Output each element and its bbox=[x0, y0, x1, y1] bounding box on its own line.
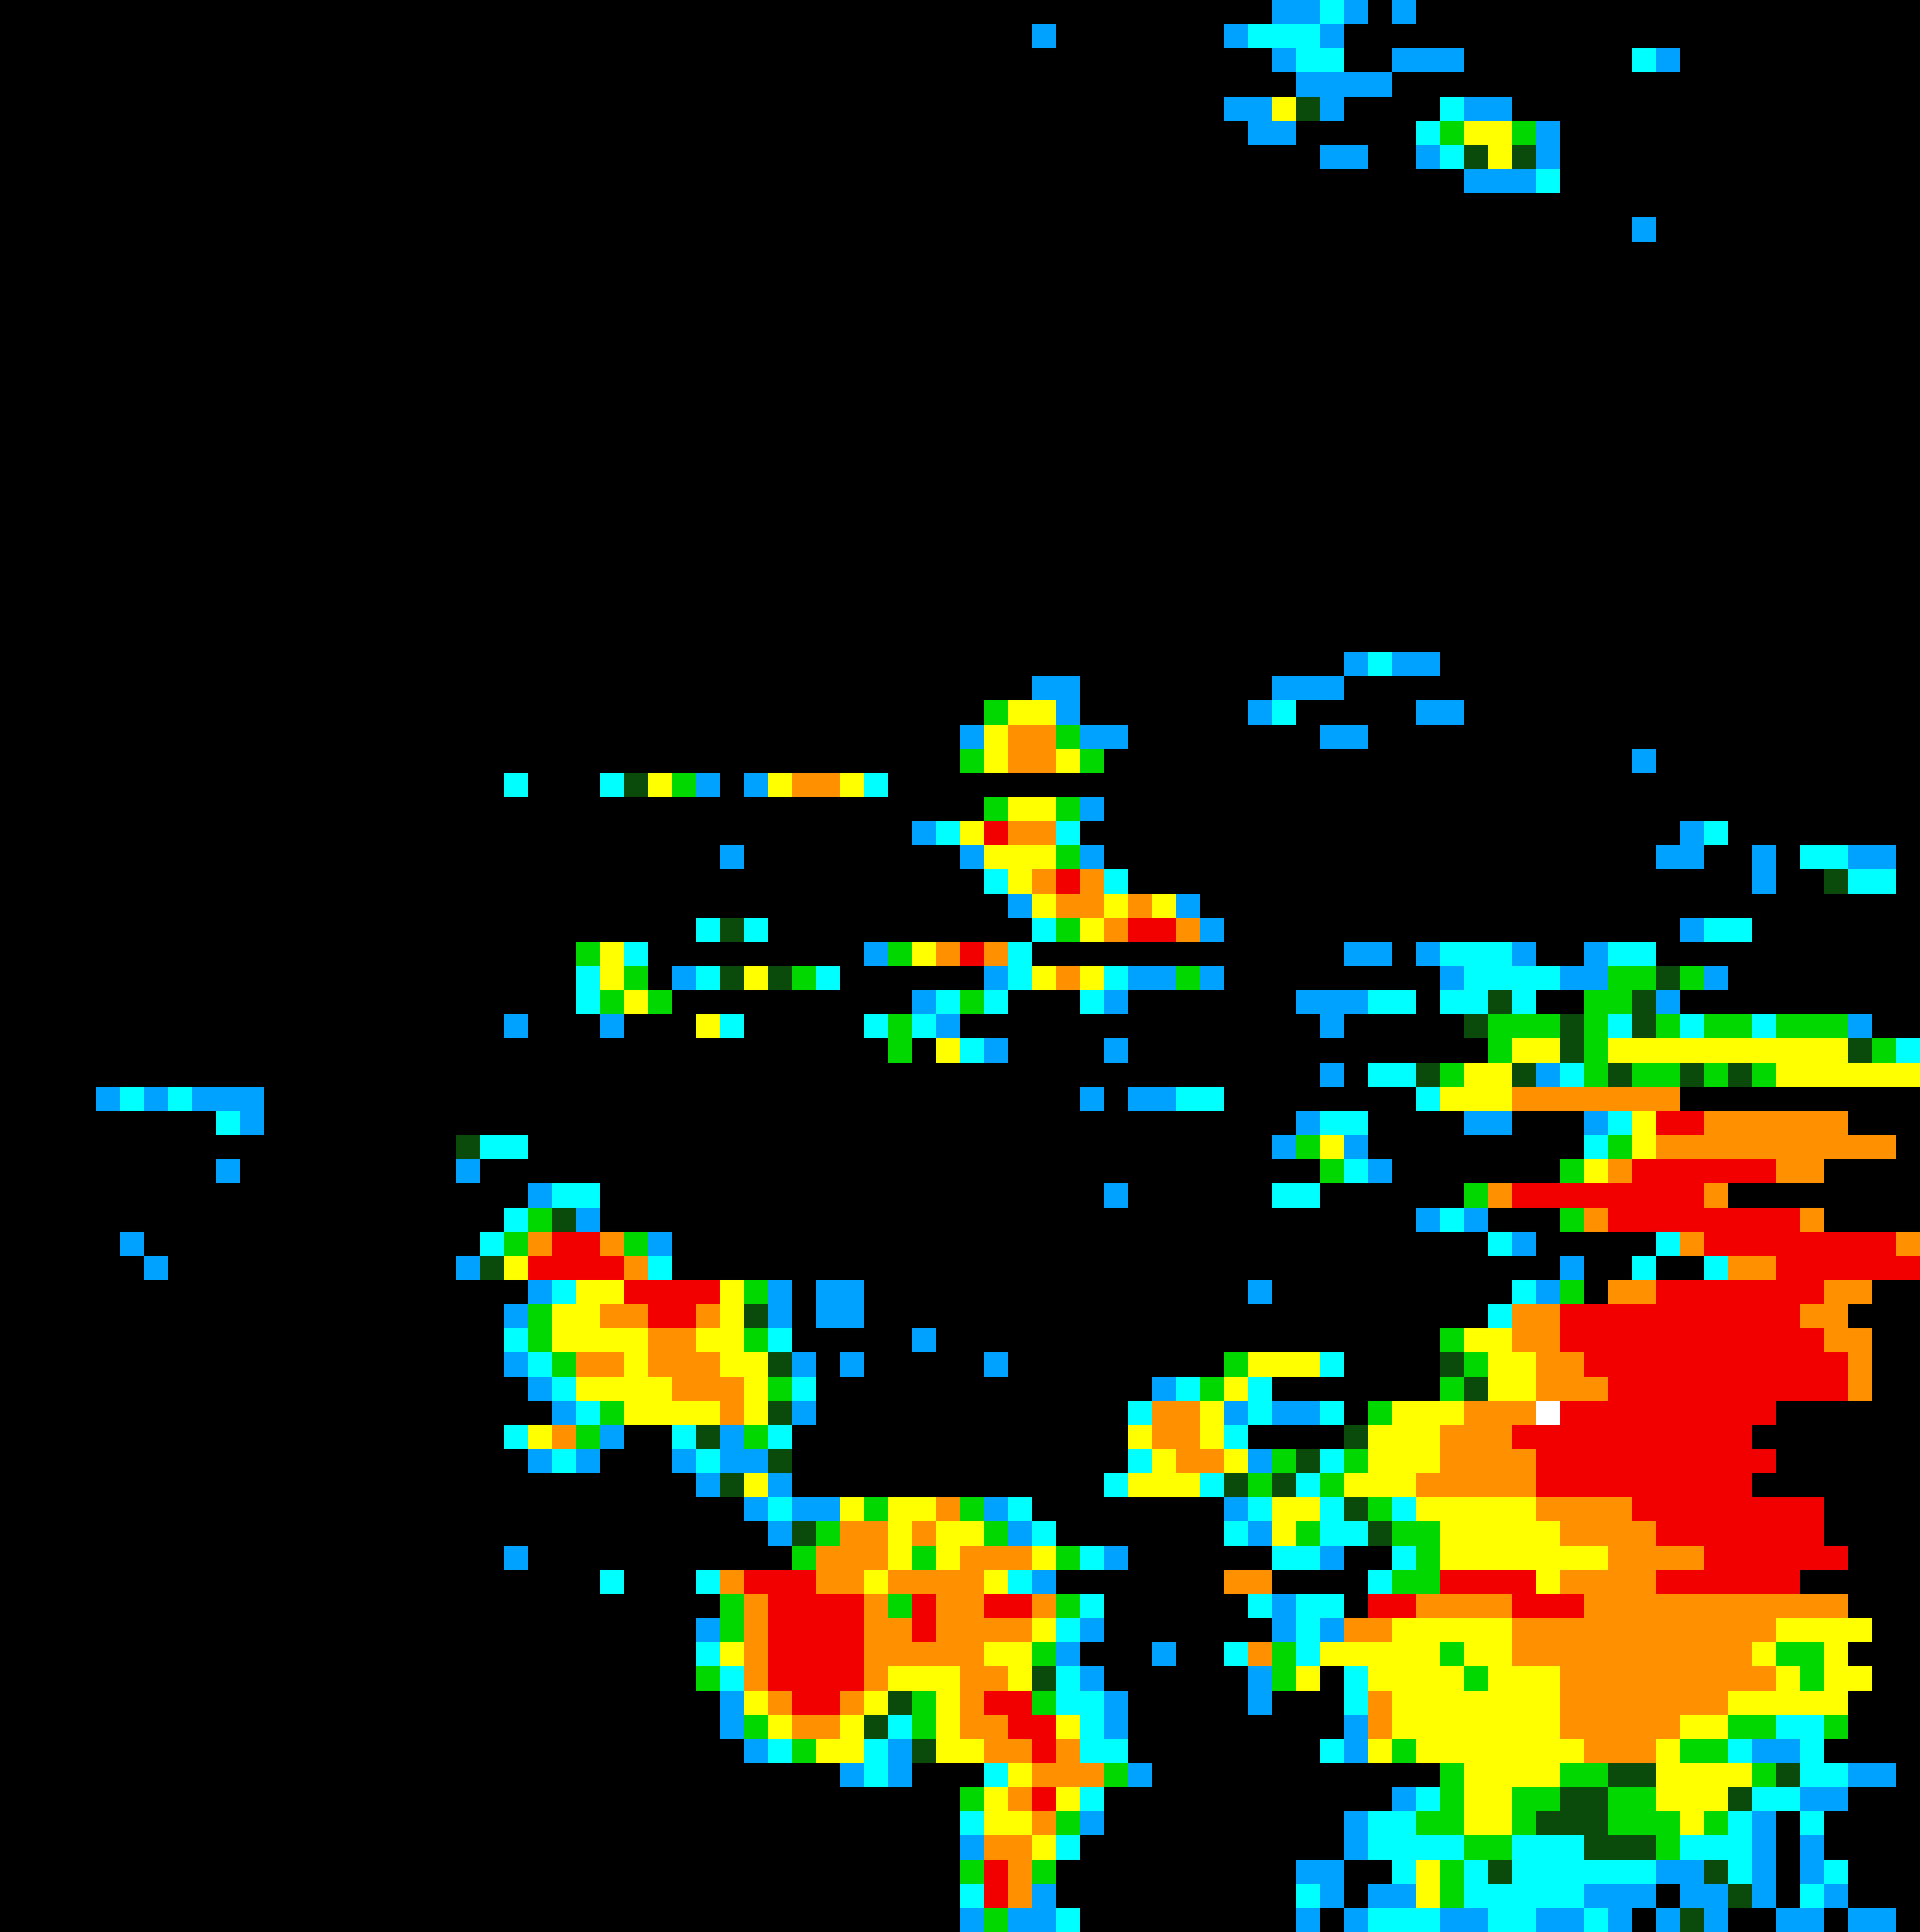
radar-raster-canvas bbox=[0, 0, 1920, 1932]
radar-view bbox=[0, 0, 1920, 1932]
